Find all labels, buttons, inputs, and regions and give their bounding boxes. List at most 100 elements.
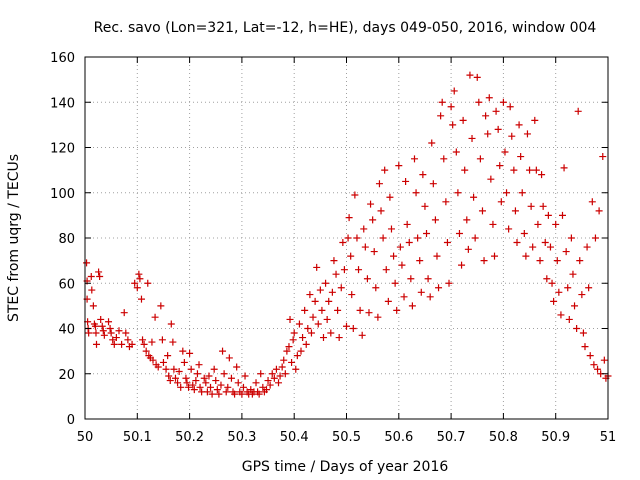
data-point xyxy=(262,386,270,394)
data-point xyxy=(576,257,584,265)
data-point xyxy=(595,207,603,215)
data-point xyxy=(578,291,586,299)
data-point xyxy=(314,320,322,328)
data-point xyxy=(471,234,479,242)
data-point xyxy=(501,148,509,156)
data-point xyxy=(322,279,330,287)
data-point xyxy=(470,193,478,201)
data-point xyxy=(286,315,294,323)
x-tick-label: 50.5 xyxy=(332,430,361,445)
data-point xyxy=(92,329,100,337)
data-point xyxy=(461,166,469,174)
data-point xyxy=(527,202,535,210)
data-point xyxy=(550,297,558,305)
data-point xyxy=(348,291,356,299)
data-point xyxy=(355,266,363,274)
data-point xyxy=(169,338,177,346)
data-point xyxy=(280,356,288,364)
data-point xyxy=(268,370,276,378)
data-point xyxy=(276,372,284,380)
data-point xyxy=(384,297,392,305)
data-point xyxy=(210,365,218,373)
data-point xyxy=(319,334,327,342)
data-point xyxy=(447,103,455,111)
data-point xyxy=(379,234,387,242)
data-point xyxy=(307,329,315,337)
data-point xyxy=(360,225,368,233)
data-point xyxy=(288,358,296,366)
data-point xyxy=(183,379,191,387)
data-point xyxy=(579,329,587,337)
data-point xyxy=(186,349,194,357)
data-point xyxy=(343,322,350,330)
data-point xyxy=(200,374,208,382)
data-point xyxy=(558,211,566,219)
data-point xyxy=(402,177,410,185)
data-point xyxy=(220,370,228,378)
data-point xyxy=(325,297,333,305)
data-point xyxy=(259,383,267,391)
y-axis-label: STEC from uqrg / TECUs xyxy=(6,154,22,322)
data-point xyxy=(431,216,439,224)
data-point xyxy=(124,336,132,344)
data-point xyxy=(416,257,424,265)
data-point xyxy=(85,329,93,337)
data-point xyxy=(217,381,225,389)
data-point xyxy=(151,313,159,321)
data-point xyxy=(196,383,204,391)
data-point xyxy=(492,107,500,115)
data-point xyxy=(140,340,148,348)
data-point xyxy=(193,370,201,378)
data-point xyxy=(225,354,233,362)
data-point xyxy=(347,252,355,260)
data-point xyxy=(478,207,486,215)
data-point xyxy=(98,322,106,330)
data-point xyxy=(135,270,143,278)
data-point xyxy=(480,257,488,265)
data-point xyxy=(238,390,246,398)
data-point xyxy=(167,320,175,328)
data-point xyxy=(252,379,260,387)
data-point xyxy=(316,286,324,294)
data-point xyxy=(515,121,523,129)
data-point xyxy=(499,98,507,106)
data-point xyxy=(311,297,319,305)
data-point xyxy=(583,243,591,251)
data-point xyxy=(88,286,96,294)
data-point xyxy=(187,365,195,373)
data-point xyxy=(567,234,575,242)
data-point xyxy=(381,166,389,174)
y-tick-label: 120 xyxy=(50,142,75,157)
data-point xyxy=(555,288,563,296)
data-point xyxy=(475,98,483,106)
data-point xyxy=(395,162,403,170)
x-tick-label: 50.4 xyxy=(280,430,309,445)
x-tick-label: 50.2 xyxy=(175,430,204,445)
data-point xyxy=(270,374,278,382)
data-point xyxy=(99,327,107,335)
data-point xyxy=(302,340,310,348)
data-point xyxy=(400,293,408,301)
data-point xyxy=(335,334,343,342)
data-point xyxy=(337,284,345,292)
data-point xyxy=(496,162,504,170)
data-point xyxy=(177,383,185,391)
data-point xyxy=(349,325,357,332)
data-point xyxy=(344,234,352,242)
data-point xyxy=(588,198,596,206)
data-point xyxy=(328,288,336,296)
data-point xyxy=(449,121,457,129)
data-point xyxy=(297,347,305,355)
data-point xyxy=(455,229,463,237)
data-point xyxy=(118,340,126,348)
data-point xyxy=(313,263,321,271)
data-point xyxy=(529,243,537,251)
data-point xyxy=(435,284,443,292)
data-point xyxy=(458,261,466,269)
data-point xyxy=(574,107,582,115)
data-point xyxy=(491,252,499,260)
data-point xyxy=(365,309,373,317)
data-point xyxy=(306,291,314,299)
y-tick-label: 20 xyxy=(58,368,75,383)
x-tick-label: 51 xyxy=(600,430,617,445)
